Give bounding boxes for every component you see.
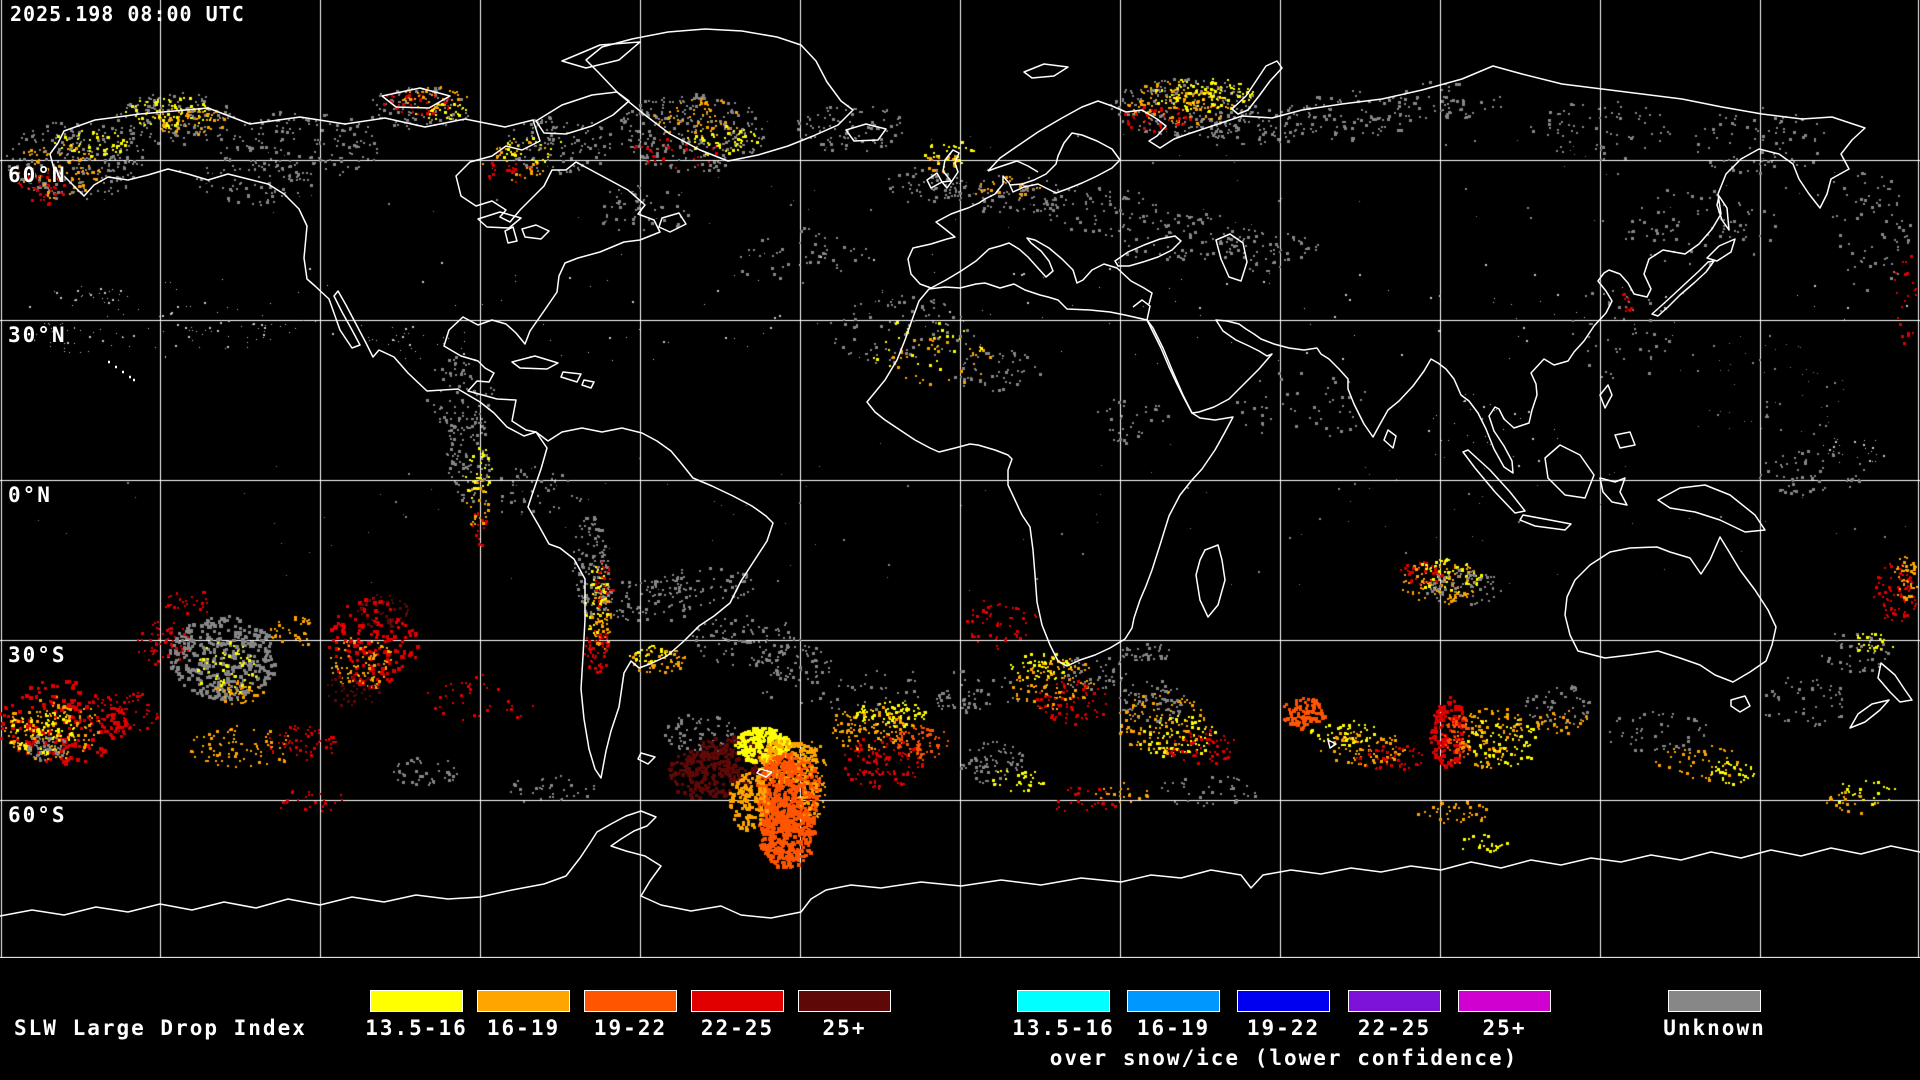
legend-item-unknown: Unknown xyxy=(1663,990,1764,1040)
latitude-label-0n: 0°N xyxy=(8,483,52,507)
legend-item-snowice-5: 25+ xyxy=(1458,990,1551,1040)
legend-label: 25+ xyxy=(822,1016,867,1040)
coast-antarctica xyxy=(0,739,1920,919)
coast-new-zealand xyxy=(1849,662,1913,729)
legend-label: 22-25 xyxy=(1357,1016,1432,1040)
coast-africa xyxy=(866,282,1234,667)
coast-black-sea xyxy=(1114,235,1182,267)
legend-label: 19-22 xyxy=(1246,1016,1321,1040)
legend-swatch-red xyxy=(691,990,784,1012)
legend-swatch-unknown xyxy=(1668,990,1761,1012)
coast-svalbard xyxy=(1023,63,1069,79)
legend-label: 25+ xyxy=(1482,1016,1527,1040)
coast-europe-med xyxy=(907,132,1153,321)
legend-swatch-magenta xyxy=(1458,990,1551,1012)
legend-item-primary-3: 19-22 xyxy=(584,990,677,1040)
legend-item-primary-5: 25+ xyxy=(798,990,891,1040)
latitude-label-60n: 60°N xyxy=(8,163,67,187)
coast-eurasia xyxy=(987,65,1866,474)
latitude-label-30s: 30°S xyxy=(8,643,67,667)
legend-swatch-deepblue xyxy=(1237,990,1330,1012)
legend-item-primary-2: 16-19 xyxy=(477,990,570,1040)
legend-swatch-orangered xyxy=(584,990,677,1012)
coast-greenland xyxy=(585,28,854,162)
snow-ice-caption: over snow/ice (lower confidence) xyxy=(1049,1046,1519,1070)
coast-philippines xyxy=(1599,384,1636,449)
legend-swatch-darkred xyxy=(798,990,891,1012)
coast-sri-lanka xyxy=(1383,429,1397,449)
coast-hawaii xyxy=(108,360,135,382)
coast-indonesia xyxy=(1462,444,1766,533)
coastline-map xyxy=(0,28,1920,919)
legend-swatch-blue xyxy=(1127,990,1220,1012)
coast-british-isles xyxy=(926,149,960,189)
legend-label: 22-25 xyxy=(700,1016,775,1040)
legend-swatch-cyan xyxy=(1017,990,1110,1012)
timestamp-label: 2025.198 08:00 UTC xyxy=(10,2,245,26)
coast-great-lakes xyxy=(477,211,550,244)
coast-japan xyxy=(1651,195,1736,317)
legend-label: Unknown xyxy=(1663,1016,1766,1040)
legend-item-snowice-4: 22-25 xyxy=(1348,990,1441,1040)
legend-item-primary-4: 22-25 xyxy=(691,990,784,1040)
legend-swatch-orange xyxy=(477,990,570,1012)
coast-south-america xyxy=(527,427,774,779)
coast-iceland xyxy=(845,123,887,142)
legend-label: 16-19 xyxy=(1136,1016,1211,1040)
legend-swatch-yellow xyxy=(370,990,463,1012)
legend-label: 13.5-16 xyxy=(365,1016,468,1040)
coast-madagascar xyxy=(1195,544,1226,618)
legend-item-snowice-3: 19-22 xyxy=(1237,990,1330,1040)
legend-label: 19-22 xyxy=(593,1016,668,1040)
latitude-label-30n: 30°N xyxy=(8,323,67,347)
latitude-label-60s: 60°S xyxy=(8,803,67,827)
coast-caspian xyxy=(1215,233,1248,282)
legend-label: 16-19 xyxy=(486,1016,561,1040)
legend-item-snowice-2: 16-19 xyxy=(1127,990,1220,1040)
legend-swatch-purple xyxy=(1348,990,1441,1012)
coast-arctic-islands xyxy=(381,41,687,233)
coast-australia xyxy=(1564,536,1777,713)
coast-caribbean xyxy=(511,355,595,389)
legend-label: 13.5-16 xyxy=(1012,1016,1115,1040)
legend-title: SLW Large Drop Index xyxy=(14,1016,307,1040)
legend-item-primary-1: 13.5-16 xyxy=(365,990,466,1040)
legend-item-snowice-1: 13.5-16 xyxy=(1012,990,1113,1040)
coast-north-america xyxy=(49,107,661,437)
coast-novaya-zemlya xyxy=(1231,60,1283,115)
